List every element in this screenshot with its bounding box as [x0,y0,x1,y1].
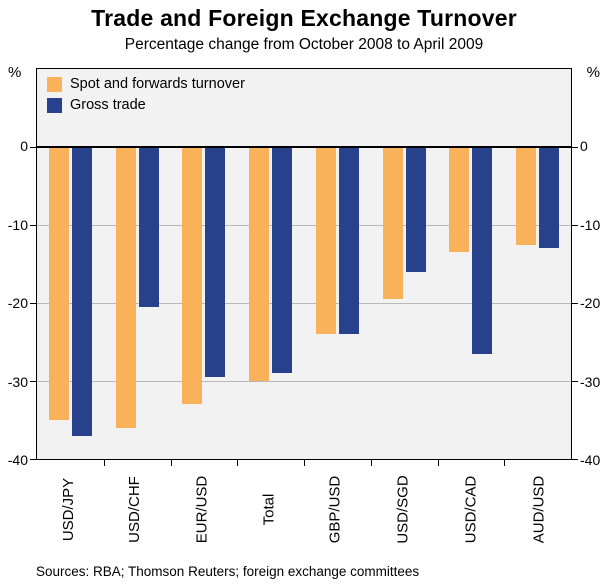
bar-gross-trade [138,147,159,307]
y-axis-tick-label: -30 [7,373,28,390]
y-axis-unit-left: % [8,64,22,81]
bar-group [237,147,304,459]
bar-gross-trade [205,147,226,378]
zero-line [37,146,571,148]
y-axis-tick [572,146,578,148]
x-axis-label: GBP/USD [301,462,369,557]
bar-group [37,147,104,459]
y-axis-tick [572,380,578,382]
x-axis-label-text: Total [259,493,277,526]
bar-group [504,147,571,459]
bar-gross-trade [539,147,560,249]
y-axis-tick-label: -10 [580,216,601,233]
x-axis-tick [237,460,239,466]
y-axis-tick [572,224,578,226]
page-title: Trade and Foreign Exchange Turnover [91,5,517,31]
y-axis-tick [572,302,578,304]
plot-area: Spot and forwards turnover Gross trade [30,68,578,466]
y-axis-right: % 0 -10 -20 -30 -40 [572,64,606,467]
legend-item: Gross trade [47,96,245,114]
x-axis-label-text: EUR/USD [193,475,211,544]
bar-gross-trade [272,147,293,374]
y-axis-tick [30,224,36,226]
bar-gross-trade [71,147,92,436]
y-axis-tick-label: -20 [7,295,28,312]
gridline [37,381,571,382]
x-axis-label-text: GBP/USD [326,475,344,544]
bar-spot-forwards [382,147,403,300]
y-axis-tick [30,302,36,304]
bar-group [438,147,505,459]
y-axis-tick [30,380,36,382]
y-axis-tick-label: 0 [20,138,28,155]
bar-group [104,147,171,459]
x-axis-label: USD/CAD [437,462,505,557]
source-note: Sources: RBA; Thomson Reuters; foreign e… [36,564,420,579]
x-axis-label: USD/SGD [369,462,437,557]
x-axis-tick [437,460,439,466]
bar-spot-forwards [249,147,270,381]
gridline [37,225,571,226]
x-axis-tick [103,460,105,466]
bar-spot-forwards [48,147,69,420]
x-axis-label: Total [236,462,301,557]
legend-swatch [47,77,62,93]
x-axis-label: USD/CHF [101,462,168,557]
chart-subtitle: Percentage change from October 2008 to A… [124,36,484,53]
x-axis-label: EUR/USD [168,462,236,557]
y-axis-tick [572,458,578,460]
bar-gross-trade [405,147,426,272]
gridline [37,303,571,304]
chart-area: % 0 -10 -20 -30 -40 Spot and forwards turnov… [2,64,606,467]
legend-swatch [47,98,62,114]
bar-group [371,147,438,459]
x-axis-label: USD/JPY [36,462,101,557]
y-axis-tick [30,146,36,148]
chart-legend: Spot and forwards turnover Gross trade [47,76,245,119]
legend-label: Spot and forwards turnover [70,76,245,92]
bar-spot-forwards [115,147,136,428]
bar-spot-forwards [182,147,203,405]
x-axis-label-text: USD/SGD [394,475,412,544]
x-axis-tick [504,460,506,466]
bars-layer [37,147,571,459]
x-axis-label: AUD/USD [505,462,573,557]
x-axis-label-text: USD/JPY [60,477,78,542]
y-axis-unit-right: % [586,64,600,81]
x-axis-label-text: AUD/USD [529,475,547,544]
y-axis-tick-label: -30 [580,373,601,390]
x-axis-tick [304,460,305,466]
x-axis-tick [370,460,372,466]
y-axis-left: % 0 -10 -20 -30 -40 [2,64,36,467]
y-axis-tick-label: 0 [580,138,588,155]
bar-spot-forwards [315,147,336,335]
y-axis-tick-label: -40 [580,452,601,468]
legend-label: Gross trade [70,96,146,113]
legend-item: Spot and forwards turnover [47,76,245,93]
bar-gross-trade [338,147,359,335]
x-axis-label-text: USD/CHF [126,476,144,543]
y-axis-tick-label: -40 [7,452,28,468]
bar-group [171,147,238,459]
bar-group [304,147,371,459]
y-axis-tick-label: -10 [7,216,28,233]
y-axis-tick [30,458,36,460]
bar-gross-trade [472,147,493,354]
y-axis-tick-label: -20 [580,295,601,312]
x-axis-category-labels: USD/JPY USD/CHF EUR/USD Total GBP/USD USD/SGD… [36,462,572,557]
bar-spot-forwards [449,147,470,253]
x-axis-tick [170,460,172,466]
bar-spot-forwards [516,147,537,245]
x-axis-label-text: USD/CAD [462,475,480,544]
